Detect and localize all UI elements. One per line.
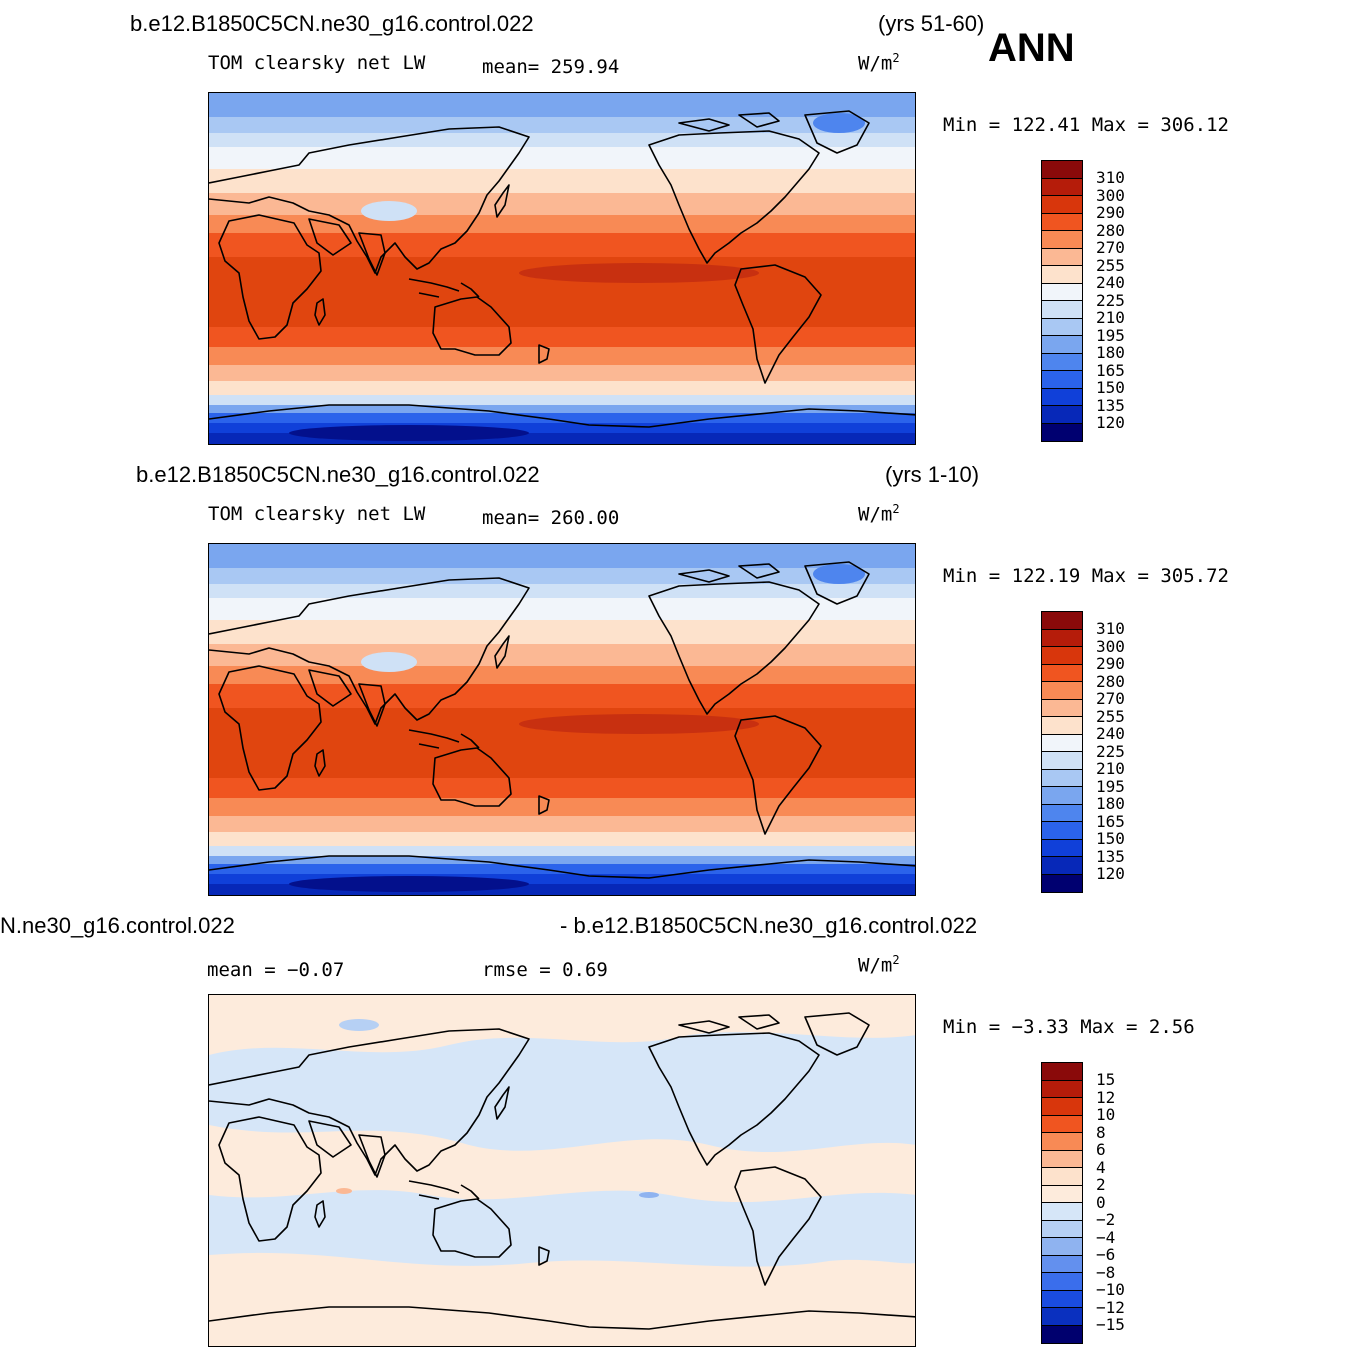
colorbar-tick-label: 135 [1096,395,1125,415]
units-label: W/m2 [858,51,900,75]
colorbar [1041,611,1083,893]
map-panel-3 [208,994,916,1347]
map-panel-2 [208,543,916,896]
colorbar-tick-label: 310 [1096,168,1125,187]
mean-label: mean = −0.07 [207,959,345,981]
colorbar-tick-label: 135 [1096,846,1125,866]
colorbar-tick-label: 195 [1096,776,1125,796]
colorbar-tick-label: 225 [1096,741,1125,761]
variable-label: TOM clearsky net LW [208,52,426,74]
colorbar-tick-label: 210 [1096,308,1125,327]
colorbar-tick-label: 290 [1096,654,1125,673]
colorbar-tick-label: 280 [1096,220,1125,240]
units-label: W/m2 [858,502,900,526]
minmax-label: Min = 122.41 Max = 306.12 [943,114,1229,136]
colorbar-tick-label: 255 [1096,255,1125,275]
colorbar-tick-label: 120 [1096,413,1125,432]
colorbar-tick-label: 150 [1096,829,1125,848]
colorbar-tick-label: 165 [1096,811,1125,831]
colorbar-tick-label: 150 [1096,378,1125,397]
colorbar-tick-label: −4 [1096,1227,1116,1247]
years-label: (yrs 1-10) [885,462,980,487]
colorbar-tick-label: 6 [1096,1140,1106,1159]
colorbar-tick-label: −12 [1096,1297,1125,1317]
colorbar-tick-label: 270 [1096,238,1125,257]
colorbar-tick-label: 240 [1096,724,1125,743]
contour-map [209,544,915,895]
colorbar-tick-label: 2 [1096,1175,1106,1194]
units-label: W/m2 [858,953,900,977]
colorbar-tick-label: 255 [1096,706,1125,726]
colorbar-tick-label: −15 [1096,1315,1125,1334]
colorbar-tick-label: 300 [1096,185,1125,205]
colorbar-tick-label: 280 [1096,671,1125,691]
colorbar-tick-label: 210 [1096,759,1125,778]
colorbar-tick-label: 240 [1096,273,1125,292]
colorbar-tick-label: −2 [1096,1210,1116,1229]
colorbar-tick-label: 195 [1096,325,1125,345]
case-title: N.ne30_g16.control.022 [0,913,235,938]
colorbar-tick-label: 0 [1096,1192,1106,1212]
map-panel-1 [208,92,916,445]
season-label: ANN [988,26,1075,70]
variable-label: TOM clearsky net LW [208,503,426,525]
case-title: b.e12.B1850C5CN.ne30_g16.control.022 [136,462,540,487]
colorbar-tick-label: 120 [1096,864,1125,883]
colorbar-tick-label: 4 [1096,1157,1106,1177]
case-title-right: - b.e12.B1850C5CN.ne30_g16.control.022 [560,913,978,938]
mean-label: mean= 259.94 [482,56,620,78]
colorbar [1041,160,1083,442]
colorbar-tick-label: 12 [1096,1087,1116,1107]
contour-map [209,995,915,1346]
colorbar-tick-label: 270 [1096,689,1125,708]
years-label: (yrs 51-60) [878,11,985,36]
minmax-label: Min = −3.33 Max = 2.56 [943,1016,1195,1038]
colorbar-tick-label: 165 [1096,360,1125,380]
case-title: b.e12.B1850C5CN.ne30_g16.control.022 [130,11,534,36]
colorbar-tick-label: 290 [1096,203,1125,222]
mean-label: mean= 260.00 [482,507,620,529]
colorbar-tick-label: 180 [1096,343,1125,362]
minmax-label: Min = 122.19 Max = 305.72 [943,565,1229,587]
colorbar-tick-label: 310 [1096,619,1125,638]
colorbar-tick-label: 10 [1096,1105,1116,1124]
colorbar-tick-label: −10 [1096,1280,1125,1299]
colorbar [1041,1062,1083,1344]
colorbar-tick-label: 8 [1096,1122,1106,1142]
colorbar-tick-label: −6 [1096,1245,1116,1264]
colorbar-tick-label: 180 [1096,794,1125,813]
colorbar-tick-label: 15 [1096,1070,1116,1089]
contour-map [209,93,915,444]
colorbar-tick-label: 225 [1096,290,1125,310]
rmse-label: rmse = 0.69 [482,959,608,981]
colorbar-tick-label: −8 [1096,1262,1116,1282]
colorbar-tick-label: 300 [1096,636,1125,656]
